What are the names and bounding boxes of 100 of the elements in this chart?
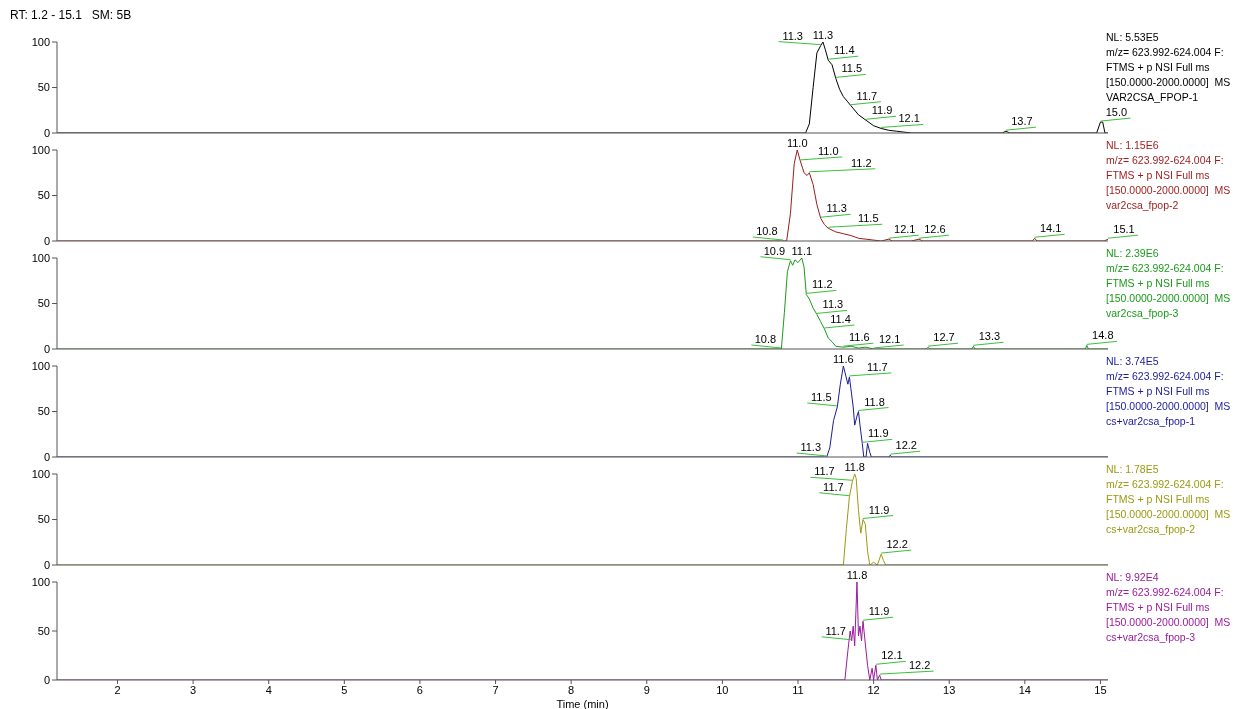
annotation: 10.8 [756, 225, 778, 237]
annotation: var2csa_fpop-3 [1106, 306, 1180, 321]
annotation: NL: 2.39E6 [1106, 246, 1160, 261]
annotation: m/z= 623.992-624.004 F: [1106, 477, 1225, 492]
annotation: 10.9 [763, 244, 786, 257]
annotation: cs+var2csa_fpop-2 [1106, 522, 1196, 537]
y-tick-label: 100 [31, 359, 50, 372]
annotation: 12.7 [933, 331, 955, 344]
annotation: 11.5 [841, 62, 863, 75]
annotation: cs+var2csa_fpop-3 [1106, 630, 1196, 645]
x-tick-label: 14 [1018, 683, 1031, 696]
annotation: 11.7 [814, 465, 835, 478]
annotation: 11.9 [868, 605, 890, 618]
y-tick-label: 100 [31, 575, 50, 588]
annotation: 11.2 [812, 278, 833, 291]
y-tick-label: 100 [31, 143, 50, 156]
annotation: 12.6 [924, 223, 946, 236]
annotation: m/z= 623.992-624.004 F: [1106, 261, 1225, 276]
annotation: 11.7 [825, 624, 846, 637]
annotation: 13.3 [978, 330, 1001, 343]
annotation: 11.3 [826, 202, 847, 215]
y-tick-label: 0 [43, 558, 50, 571]
y-tick-label: 50 [37, 405, 50, 418]
y-tick-label: 0 [43, 673, 50, 686]
annotation: VAR2CSA_FPOP-1 [1106, 90, 1199, 105]
annotation: [150.0000-2000.0000] MS [1106, 507, 1231, 522]
annotation: 11.3 [782, 29, 803, 42]
annotation: 11.8 [846, 569, 868, 581]
annotation: m/z= 623.992-624.004 F: [1106, 45, 1225, 60]
annotation: [150.0000-2000.0000] MS [1106, 399, 1231, 414]
annotation: NL: 9.92E4 [1106, 570, 1160, 585]
y-tick-label: 50 [37, 189, 50, 202]
y-tick-label: 50 [37, 81, 50, 94]
annotation: FTMS + p NSI Full ms [1106, 384, 1211, 399]
annotation: 15.0 [1105, 106, 1128, 119]
y-tick-label: 100 [31, 251, 50, 264]
annotation: 11.1 [791, 245, 813, 257]
annotation: FTMS + p NSI Full ms [1106, 600, 1211, 615]
x-tick-label: 13 [943, 683, 956, 696]
y-tick-label: 0 [43, 234, 50, 247]
y-tick-label: 100 [31, 467, 50, 480]
annotation: NL: 1.78E5 [1106, 462, 1160, 477]
annotation: 11.7 [856, 89, 878, 102]
annotation: 11.6 [833, 353, 854, 365]
annotation: 10.8 [754, 333, 777, 345]
annotation: m/z= 623.992-624.004 F: [1106, 585, 1225, 600]
annotation: 11.6 [849, 331, 870, 344]
annotation: 12.2 [886, 538, 908, 551]
annotation: 11.5 [857, 212, 879, 225]
annotation: FTMS + p NSI Full ms [1106, 168, 1211, 183]
annotation: 11.8 [844, 461, 865, 473]
y-tick-label: 50 [37, 624, 50, 637]
annotation: 12.2 [908, 659, 931, 672]
annotation: 14.1 [1039, 222, 1062, 235]
annotation: 11.3 [812, 29, 834, 41]
annotation: NL: 5.53E5 [1106, 30, 1160, 45]
y-tick-label: 0 [43, 450, 50, 463]
annotation: m/z= 623.992-624.004 F: [1106, 153, 1225, 168]
annotation: 15.1 [1113, 223, 1135, 236]
annotation: 12.1 [894, 223, 916, 236]
y-tick-label: 0 [43, 126, 50, 139]
x-tick-label: 3 [190, 683, 197, 696]
chart-title: RT: 1.2 - 15.1 SM: 5B [10, 8, 132, 22]
annotation: 11.7 [867, 360, 888, 373]
annotation: FTMS + p NSI Full ms [1106, 276, 1211, 291]
annotation: 11.9 [867, 427, 889, 440]
annotation: m/z= 623.992-624.004 F: [1106, 369, 1225, 384]
annotation: 11.4 [830, 312, 851, 325]
annotation: 11.9 [868, 503, 890, 516]
annotation: 11.2 [851, 156, 872, 169]
annotation: 12.1 [898, 112, 920, 125]
x-tick-label: 15 [1094, 683, 1107, 696]
annotation: var2csa_fpop-2 [1106, 198, 1180, 213]
annotation: 12.1 [878, 333, 901, 345]
x-tick-label: 9 [643, 683, 650, 696]
annotation: 11.0 [817, 144, 839, 157]
annotation: 11.4 [833, 44, 855, 57]
annotation: 11.3 [800, 441, 822, 453]
annotation: NL: 1.15E6 [1106, 138, 1160, 153]
x-tick-label: 5 [341, 683, 348, 696]
x-tick-label: 11 [792, 683, 804, 696]
annotation: FTMS + p NSI Full ms [1106, 492, 1211, 507]
x-tick-label: 12 [867, 683, 880, 696]
annotation: [150.0000-2000.0000] MS [1106, 183, 1231, 198]
annotation: [150.0000-2000.0000] MS [1106, 291, 1231, 306]
annotation: 11.0 [786, 137, 808, 149]
x-tick-label: 7 [492, 683, 499, 696]
annotation: FTMS + p NSI Full ms [1106, 60, 1211, 75]
annotation: 11.8 [864, 395, 885, 408]
annotation: 12.2 [895, 439, 917, 452]
x-tick-label: 10 [716, 683, 729, 696]
annotation: [150.0000-2000.0000] MS [1106, 615, 1231, 630]
annotation: cs+var2csa_fpop-1 [1106, 414, 1196, 429]
annotation: 12.1 [881, 649, 903, 662]
annotation: NL: 3.74E5 [1106, 354, 1160, 369]
x-tick-label: 6 [416, 683, 423, 696]
x-tick-label: 2 [114, 683, 121, 696]
annotation: 11.7 [823, 480, 844, 493]
annotation: 13.7 [1011, 115, 1033, 128]
annotation: 14.8 [1092, 329, 1114, 342]
